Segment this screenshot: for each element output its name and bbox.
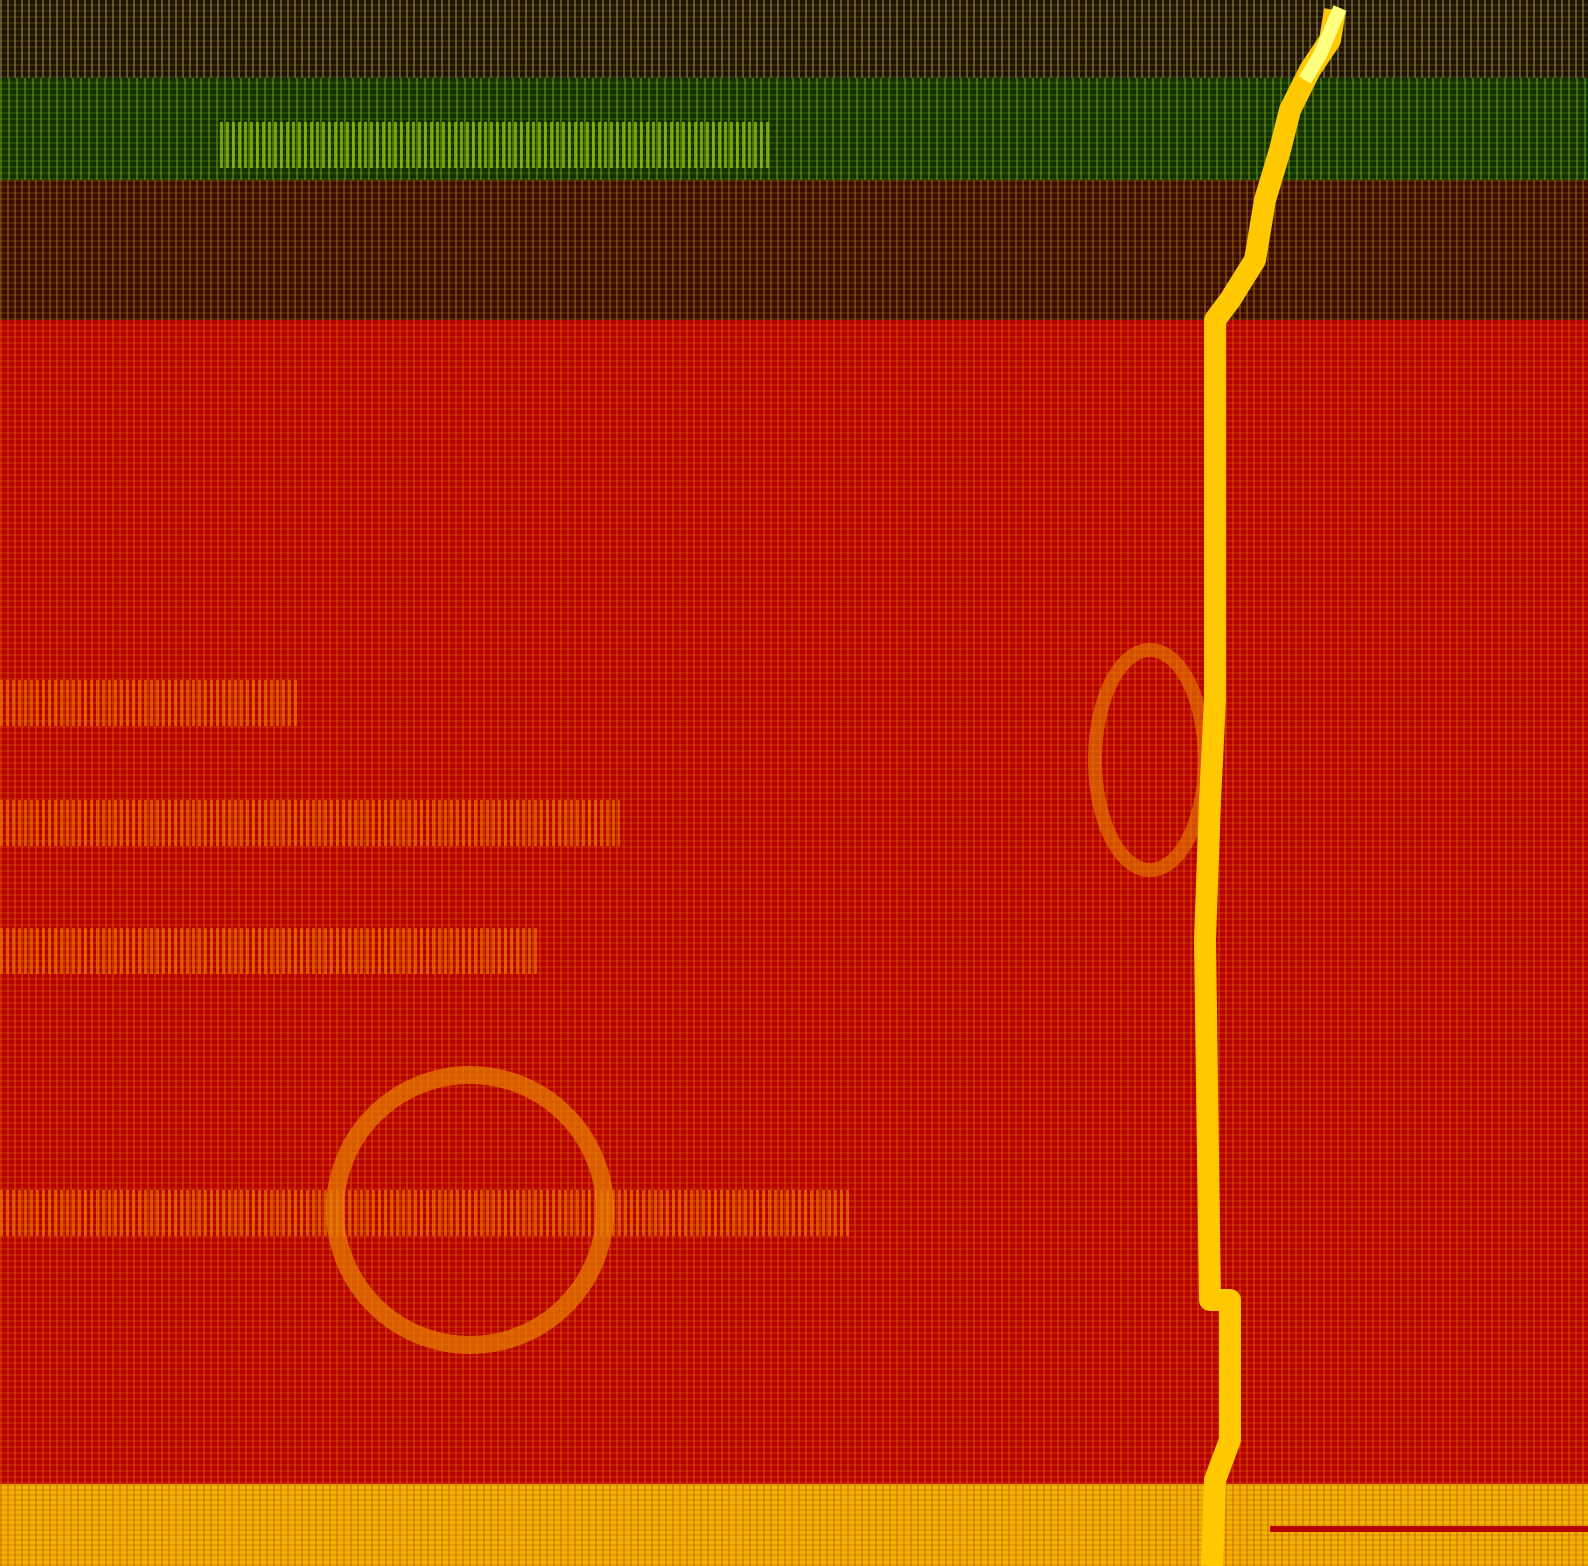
orange-oval-shape [1088, 643, 1212, 877]
orange-texture-stripe-3 [0, 928, 540, 974]
yellow-vertical-line [1194, 8, 1346, 1566]
green-texture-stripe [220, 122, 770, 168]
orange-texture-stripe-2 [0, 800, 620, 846]
yellow-line-highlight [1298, 5, 1347, 84]
bottom-noise-band [0, 1484, 1588, 1566]
orange-texture-stripe-1 [0, 680, 300, 726]
orange-ring-shape [326, 1066, 614, 1354]
brown-noise-band [0, 180, 1588, 320]
bottom-red-bar [1270, 1526, 1588, 1532]
red-noise-field [0, 320, 1588, 1484]
orange-texture-stripe-4 [0, 1190, 850, 1236]
